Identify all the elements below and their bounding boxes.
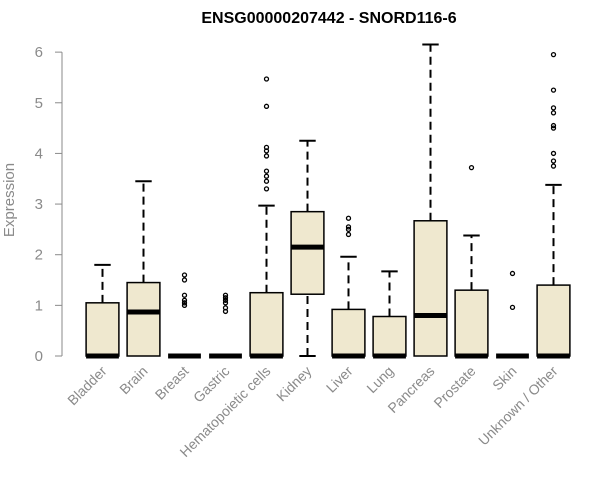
outlier-point [550,150,557,157]
outlier-point [181,277,188,283]
x-tick-label: Prostate [430,363,478,411]
outlier-point [550,52,557,58]
outlier-point [550,87,557,93]
outlier-point [263,186,270,192]
outlier-point [550,125,557,131]
box-body [372,315,407,357]
box-1 [126,180,161,357]
outlier-point [345,231,352,238]
y-tick-label: 5 [35,95,43,112]
box-body [536,284,571,357]
box-body [413,220,448,357]
box-2 [168,272,201,359]
outlier-point [263,173,270,179]
outlier-point [550,158,557,164]
x-tick-label: Liver [323,363,356,396]
boxes-group [85,43,571,359]
outlier-point [550,163,557,169]
outlier-point [222,295,229,301]
outlier-point [550,122,557,129]
outlier-point [181,302,188,309]
y-tick-label: 6 [35,44,43,61]
y-tick-label: 2 [35,247,43,264]
outlier-point [181,300,188,306]
box-5 [290,139,325,357]
outlier-point [263,178,270,184]
x-tick-label: Lung [363,363,396,396]
outlier-point [345,224,352,230]
outlier-point [181,297,188,303]
outlier-point [550,110,557,116]
box-body [249,291,284,357]
box-body [126,281,161,357]
x-tick-label: Breast [152,363,192,403]
outlier-point [222,297,229,303]
box-7 [372,270,407,359]
box-11 [536,52,571,359]
outlier-point [263,103,270,109]
x-tick-label: Skin [489,363,520,394]
x-tick-label: Bladder [64,363,110,409]
outlier-point [509,304,516,311]
outlier-point [509,270,516,277]
outlier-point [345,215,352,221]
box-8 [413,43,448,357]
outlier-point [263,144,270,150]
box-0 [85,263,120,359]
box-6 [331,215,366,359]
box-body [290,210,325,295]
outlier-point [263,153,270,159]
y-axis-label: Expression [1,163,18,237]
y-tick-label: 1 [35,297,43,314]
box-body [331,308,366,357]
chart-title: ENSG00000207442 - SNORD116-6 [201,10,456,27]
box-4 [249,76,284,359]
box-body [454,289,489,357]
y-tick-label: 4 [35,145,43,162]
y-tick-label: 3 [35,196,43,213]
outlier-point [181,292,188,298]
outlier-point [222,292,229,298]
box-3 [209,292,242,359]
outlier-point [468,164,475,171]
outlier-point [263,76,270,82]
box-body [85,302,120,357]
outlier-point [222,305,229,311]
x-tick-label: Kidney [273,363,315,405]
box-10 [496,270,529,359]
outlier-point [550,105,557,111]
outlier-point [222,300,229,306]
x-tick-label: Brain [116,363,150,397]
y-axis-ticks: 0 1 2 3 4 5 6 [35,44,62,365]
outlier-point [263,168,270,174]
y-tick-label: 0 [35,348,43,365]
outlier-point [345,226,352,233]
box-9 [454,164,489,359]
outlier-point [181,272,188,278]
